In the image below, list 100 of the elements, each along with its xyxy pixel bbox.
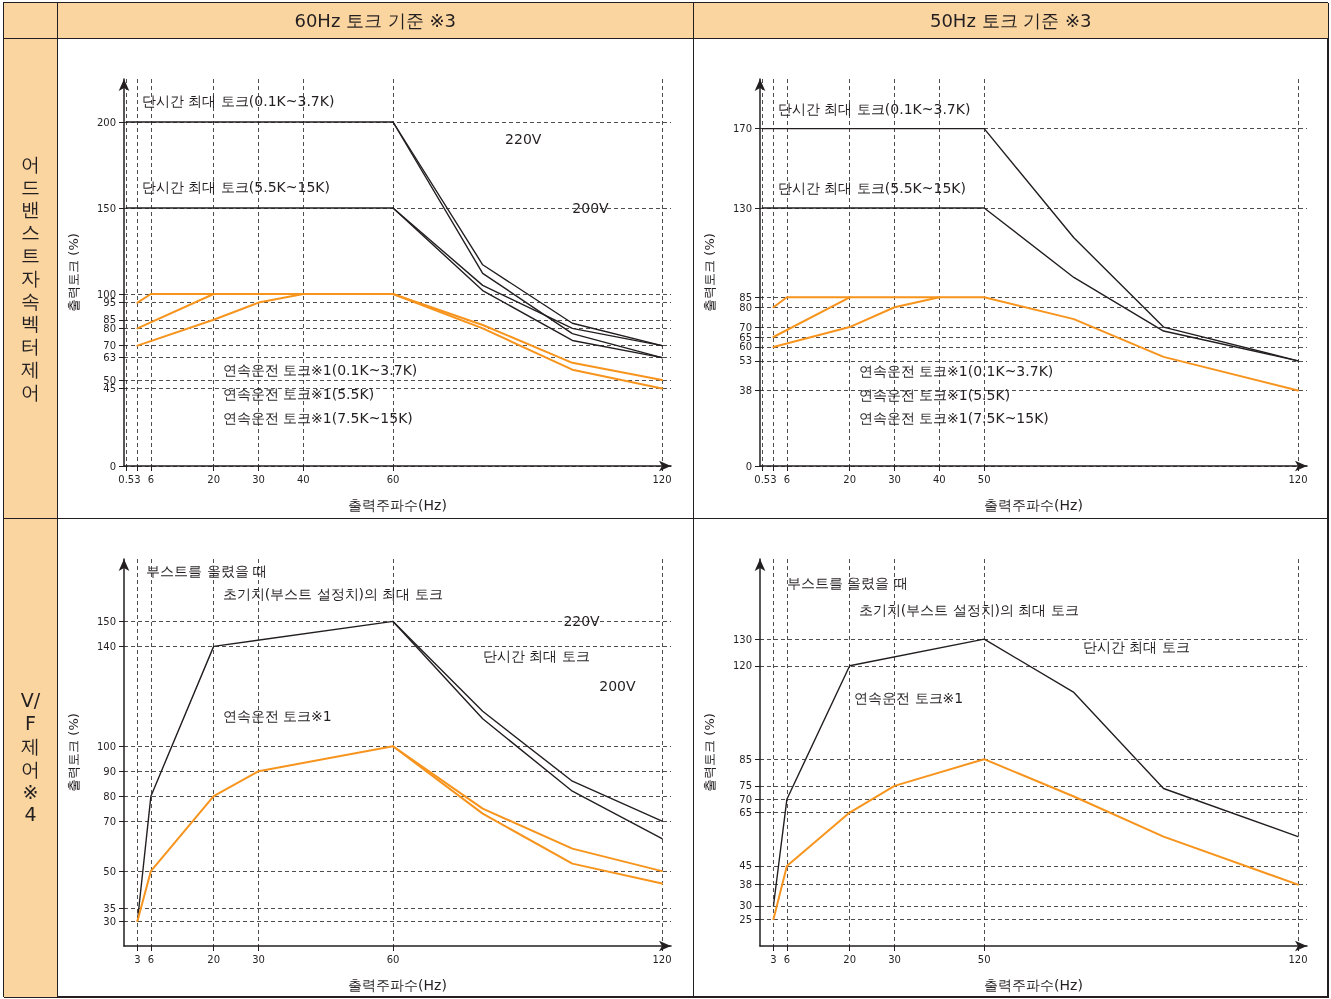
x-tick-label: 30 [252, 473, 265, 485]
x-tick-label: 40 [932, 473, 946, 485]
annotation: 연속운전 토크※1(5.5K) [858, 386, 1010, 403]
y-tick-label: 85 [738, 291, 752, 303]
annotation: 연속운전 토크※1(5.5K) [222, 385, 375, 402]
y-tick-label: 140 [96, 640, 116, 652]
x-axis-title: 출력주파수(Hz) [348, 497, 447, 513]
y-tick-label: 50 [103, 865, 116, 877]
annotation: 부스트를 올렸을 때 [786, 574, 908, 591]
y-axis-title: 출력토크 (%) [701, 233, 717, 312]
annotation: 연속운전 토크※1(7.5K~15K) [222, 409, 413, 426]
annotation: 단시간 최대 토크 [1082, 638, 1190, 655]
x-axis-title: 출력주파수(Hz) [348, 976, 447, 993]
annotation: 220V [505, 131, 542, 148]
x-tick-label: 120 [1287, 953, 1308, 964]
y-tick-label: 30 [103, 915, 116, 927]
x-tick-label: 3 [134, 953, 141, 964]
x-tick-label: 20 [207, 473, 221, 485]
y-tick-label: 150 [96, 615, 116, 627]
y-tick-label: 70 [738, 321, 752, 333]
y-tick-label: 30 [738, 899, 752, 911]
x-tick-label: 6 [147, 953, 155, 964]
chart-title: 50Hz 토크 기준 ※3 [693, 3, 1329, 39]
y-tick-label: 85 [738, 753, 752, 765]
annotation: 연속운전 토크※1(7.5K~15K) [858, 410, 1049, 427]
y-tick-label: 100 [96, 288, 116, 300]
x-tick-label: 20 [207, 953, 221, 964]
x-tick-label: 3 [134, 473, 141, 485]
y-tick-label: 75 [738, 779, 752, 791]
y-tick-label: 200 [96, 116, 116, 128]
y-tick-label: 60 [738, 341, 752, 353]
y-tick-label: 65 [738, 331, 752, 343]
x-tick-label: 6 [783, 953, 790, 964]
y-tick-label: 25 [738, 913, 752, 925]
x-tick-label: 30 [887, 953, 901, 964]
y-tick-label: 45 [738, 859, 752, 871]
y-tick-label: 65 [738, 806, 752, 818]
x-tick-label: 20 [842, 953, 856, 964]
y-tick-label: 90 [103, 765, 116, 777]
y-tick-label: 100 [96, 740, 116, 752]
annotation: 단시간 최대 토크(5.5K~15K) [141, 179, 330, 196]
y-axis-title: 출력토크 (%) [701, 712, 717, 792]
y-tick-label: 170 [732, 123, 752, 135]
x-tick-label: 3 [769, 473, 777, 485]
annotation: 단시간 최대 토크(0.1K~3.7K) [141, 93, 335, 110]
annotation: 연속운전 토크※1 [222, 707, 332, 724]
annotation: 200V [599, 677, 636, 694]
x-tick-label: 120 [1287, 473, 1308, 485]
annotation: 220V [563, 612, 601, 629]
annotation: 연속운전 토크※1 [853, 689, 963, 706]
y-tick-label: 70 [103, 340, 116, 352]
y-axis-title: 출력토크 (%) [66, 712, 81, 792]
y-tick-label: 150 [96, 202, 116, 214]
x-tick-label: 0.5 [753, 473, 770, 485]
x-tick-label: 6 [147, 473, 155, 485]
y-tick-label: 0 [745, 460, 752, 472]
annotation: 단시간 최대 토크(5.5K~15K) [777, 180, 966, 197]
y-tick-label: 80 [103, 790, 116, 802]
y-tick-label: 120 [732, 659, 752, 671]
x-tick-label: 20 [842, 473, 856, 485]
annotation: 부스트를 올렸을 때 [146, 562, 268, 579]
annotation: 초기치(부스트 설정치)의 최대 토크 [858, 601, 1079, 618]
y-tick-label: 70 [738, 793, 752, 805]
y-tick-label: 70 [103, 815, 116, 827]
y-tick-label: 80 [738, 301, 752, 313]
x-tick-label: 30 [887, 473, 901, 485]
x-axis-title: 출력주파수(Hz) [983, 497, 1083, 513]
y-tick-label: 0 [109, 460, 116, 472]
y-axis-title: 출력토크 (%) [66, 233, 81, 312]
x-tick-label: 60 [386, 473, 400, 485]
y-tick-label: 35 [103, 902, 116, 914]
x-tick-label: 6 [783, 473, 790, 485]
chart-title: 60Hz 토크 기준 ※3 [58, 3, 694, 39]
x-tick-label: 60 [386, 953, 400, 964]
y-tick-label: 130 [732, 202, 752, 214]
y-tick-label: 95 [103, 297, 116, 309]
annotation: 연속운전 토크※1(0.1K~3.7K) [222, 361, 418, 378]
annotation: 초기치(부스트 설정치)의 최대 토크 [222, 585, 443, 602]
x-tick-label: 40 [296, 473, 310, 485]
x-tick-label: 120 [652, 473, 672, 485]
x-tick-label: 50 [977, 473, 991, 485]
x-tick-label: 50 [977, 953, 991, 964]
annotation: 단시간 최대 토크 [482, 647, 590, 664]
y-tick-label: 45 [103, 383, 116, 395]
annotation: 연속운전 토크※1(0.1K~3.7K) [858, 362, 1053, 379]
y-tick-label: 130 [732, 633, 752, 645]
text: 어드밴스트 자속 벡터 제어 [21, 152, 40, 403]
text: V/F 제어 ※4 [19, 689, 42, 827]
y-tick-label: 63 [103, 352, 116, 364]
x-tick-label: 3 [769, 953, 777, 964]
y-tick-label: 50 [103, 374, 116, 386]
y-tick-label: 53 [738, 355, 752, 367]
x-tick-label: 30 [252, 953, 265, 964]
x-tick-label: 120 [652, 953, 672, 964]
x-axis-title: 출력주파수(Hz) [983, 976, 1083, 993]
annotation: 단시간 최대 토크(0.1K~3.7K) [777, 100, 970, 117]
y-tick-label: 38 [738, 385, 752, 397]
annotation: 200V [572, 200, 610, 216]
y-tick-label: 38 [738, 878, 752, 890]
x-tick-label: 0.5 [118, 473, 135, 485]
